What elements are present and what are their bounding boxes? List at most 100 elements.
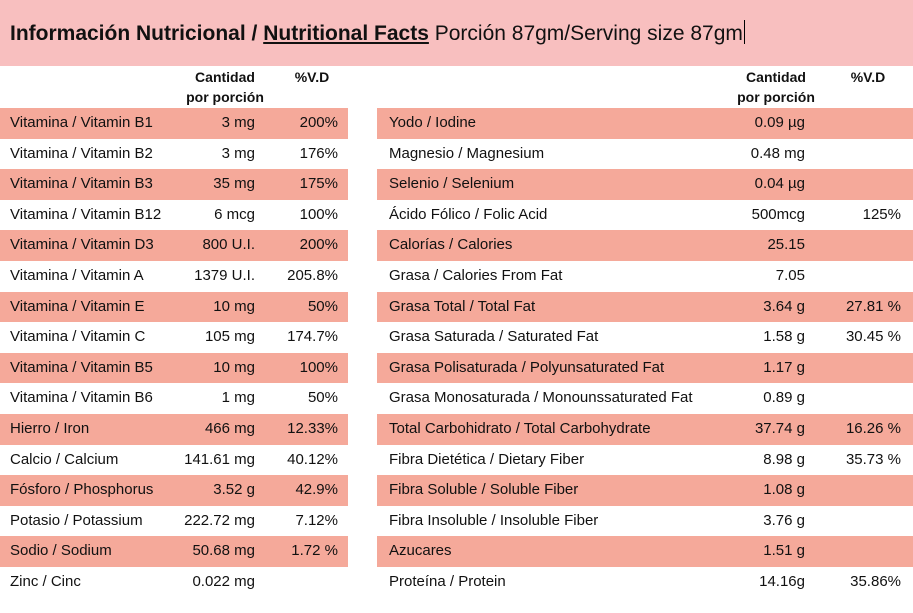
- nutrient-dv: 16.26 %: [845, 419, 901, 437]
- table-row: Grasa Total / Total Fat 3.64 g 27.81 %: [377, 291, 913, 323]
- nutrient-amount: 800 U.I.: [202, 236, 255, 254]
- nutrient-name: Fibra Insoluble / Insoluble Fiber: [389, 511, 599, 529]
- nutrient-name: Fósforo / Phosphorus: [10, 481, 154, 499]
- nutrient-amount: 7.05: [775, 266, 805, 284]
- nutrient-name: Vitamina / Vitamin B2: [10, 144, 153, 162]
- nutrient-amount: 0.48 mg: [750, 144, 805, 162]
- nutrient-dv: 50%: [307, 297, 338, 315]
- nutrient-name: Vitamina / Vitamin D3: [10, 236, 154, 254]
- nutrient-name: Hierro / Iron: [10, 419, 90, 437]
- nutrient-name: Sodio / Sodium: [10, 542, 112, 560]
- table-row: Potasio / Potassium 222.72 mg 7.12%: [0, 506, 348, 537]
- nutrient-dv: 125%: [862, 205, 901, 223]
- nutrient-name: Vitamina / Vitamin B12: [10, 205, 162, 223]
- nutrient-amount: 1.17 g: [763, 358, 805, 376]
- table-row: Vitamina / Vitamin E 10 mg 50%: [0, 291, 348, 323]
- nutrient-name: Vitamina / Vitamin B3: [10, 175, 153, 193]
- left-nutrient-table: Vitamina / Vitamin B1 3 mg 200% Vitamina / …: [0, 108, 348, 598]
- nutrient-name: Ácido Fólico / Folic Acid: [389, 205, 548, 223]
- table-row: Azucares 1.51 g: [377, 536, 913, 567]
- nutrient-name: Proteína / Protein: [389, 572, 506, 590]
- nutrient-dv: 1.72 %: [291, 542, 338, 560]
- table-row: Fibra Insoluble / Insoluble Fiber 3.76 g: [377, 506, 913, 537]
- nutrient-name: Vitamina / Vitamin C: [10, 328, 146, 346]
- table-row: Grasa Monosaturada / Monounssaturated Fa…: [377, 383, 913, 414]
- nutrient-name: Grasa Polisaturada / Polyunsaturated Fat: [389, 358, 665, 376]
- table-row: Proteína / Protein 14.16g 35.86%: [377, 567, 913, 598]
- nutrient-dv: 30.45 %: [845, 328, 901, 346]
- nutrient-amount: 500mcg: [751, 205, 805, 223]
- nutrient-amount: 3.52 g: [213, 481, 255, 499]
- table-row: Vitamina / Vitamin B6 1 mg 50%: [0, 383, 348, 414]
- table-row: Hierro / Iron 466 mg 12.33%: [0, 413, 348, 445]
- nutrient-amount: 8.98 g: [763, 450, 805, 468]
- nutrient-amount: 1.58 g: [763, 328, 805, 346]
- nutrient-dv: 42.9%: [295, 481, 338, 499]
- nutrient-amount: 50.68 mg: [192, 542, 255, 560]
- nutrient-name: Fibra Soluble / Soluble Fiber: [389, 481, 579, 499]
- right-nutrient-table: Yodo / Iodine 0.09 µg Magnesio / Magnesium…: [377, 108, 913, 598]
- table-row: Fósforo / Phosphorus 3.52 g 42.9%: [0, 475, 348, 506]
- nutrient-amount: 6 mcg: [214, 205, 255, 223]
- nutrient-name: Grasa Saturada / Saturated Fat: [389, 328, 599, 346]
- nutrient-dv: 35.73 %: [845, 450, 901, 468]
- nutrient-amount: 14.16g: [759, 572, 805, 590]
- nutrient-dv: 50%: [307, 389, 338, 407]
- table-row: Total Carbohidrato / Total Carbohydrate 3…: [377, 413, 913, 445]
- nutrient-amount: 3.64 g: [763, 297, 805, 315]
- nutrient-name: Grasa Total / Total Fat: [389, 297, 536, 315]
- nutrient-amount: 0.022 mg: [192, 572, 255, 590]
- nutrient-amount: 0.04 µg: [754, 175, 805, 193]
- table-row: Ácido Fólico / Folic Acid 500mcg 125%: [377, 200, 913, 231]
- nutrient-name: Grasa Monosaturada / Monounssaturated Fa…: [389, 389, 693, 407]
- nutrient-amount: 37.74 g: [754, 419, 805, 437]
- page-title[interactable]: Información Nutricional / Nutritional Fa…: [10, 20, 745, 46]
- nutrient-name: Magnesio / Magnesium: [389, 144, 545, 162]
- nutrient-dv: 12.33%: [287, 419, 338, 437]
- table-row: Magnesio / Magnesium 0.48 mg: [377, 139, 913, 170]
- nutrient-name: Grasa / Calories From Fat: [389, 266, 563, 284]
- nutrient-amount: 35 mg: [213, 175, 255, 193]
- nutrient-amount: 1 mg: [221, 389, 255, 407]
- nutrient-amount: 141.61 mg: [184, 450, 255, 468]
- nutrient-dv: 35.86%: [850, 572, 901, 590]
- nutrient-name: Vitamina / Vitamin E: [10, 297, 145, 315]
- table-row: Calorías / Calories 25.15: [377, 230, 913, 261]
- table-row: Vitamina / Vitamin D3 800 U.I. 200%: [0, 230, 348, 261]
- table-row: Vitamina / Vitamin A 1379 U.I. 205.8%: [0, 261, 348, 292]
- right-amount-header-line1: Cantidad: [746, 69, 806, 85]
- nutrient-name: Total Carbohidrato / Total Carbohydrate: [389, 419, 651, 437]
- nutrient-name: Calorías / Calories: [389, 236, 513, 254]
- table-row: Zinc / Cinc 0.022 mg: [0, 567, 348, 598]
- left-dv-header: %V.D: [294, 69, 330, 85]
- nutrient-name: Zinc / Cinc: [10, 572, 81, 590]
- nutrient-dv: 27.81 %: [845, 297, 901, 315]
- nutrient-dv: 40.12%: [287, 450, 338, 468]
- right-amount-header: Cantidad por porción: [721, 67, 831, 107]
- table-row: Vitamina / Vitamin C 105 mg 174.7%: [0, 322, 348, 353]
- table-row: Selenio / Selenium 0.04 µg: [377, 169, 913, 200]
- nutrient-name: Vitamina / Vitamin A: [10, 266, 144, 284]
- nutrient-dv: 175%: [299, 175, 338, 193]
- table-row: Grasa Polisaturada / Polyunsaturated Fat…: [377, 352, 913, 384]
- table-row: Fibra Dietética / Dietary Fiber 8.98 g 35.…: [377, 445, 913, 476]
- table-row: Vitamina / Vitamin B3 35 mg 175%: [0, 169, 348, 200]
- nutrient-amount: 3 mg: [221, 114, 255, 131]
- table-row: Sodio / Sodium 50.68 mg 1.72 %: [0, 536, 348, 567]
- nutrient-name: Vitamina / Vitamin B5: [10, 358, 153, 376]
- table-row: Grasa Saturada / Saturated Fat 1.58 g 30.4…: [377, 322, 913, 353]
- nutrient-name: Potasio / Potassium: [10, 511, 143, 529]
- right-amount-header-line2: por porción: [737, 89, 815, 105]
- nutrient-amount: 1.08 g: [763, 481, 805, 499]
- title-english: Nutritional Facts: [263, 22, 429, 45]
- nutrient-name: Fibra Dietética / Dietary Fiber: [389, 450, 585, 468]
- table-row: Vitamina / Vitamin B2 3 mg 176%: [0, 139, 348, 170]
- title-spanish: Información Nutricional /: [10, 22, 264, 45]
- nutrient-name: Yodo / Iodine: [389, 114, 477, 131]
- nutrient-dv: 100%: [299, 205, 338, 223]
- nutrient-amount: 3 mg: [221, 144, 255, 162]
- nutrient-amount: 10 mg: [213, 358, 255, 376]
- nutrient-dv: 200%: [299, 114, 338, 131]
- nutrient-dv: 100%: [299, 358, 338, 376]
- nutrient-dv: 200%: [299, 236, 338, 254]
